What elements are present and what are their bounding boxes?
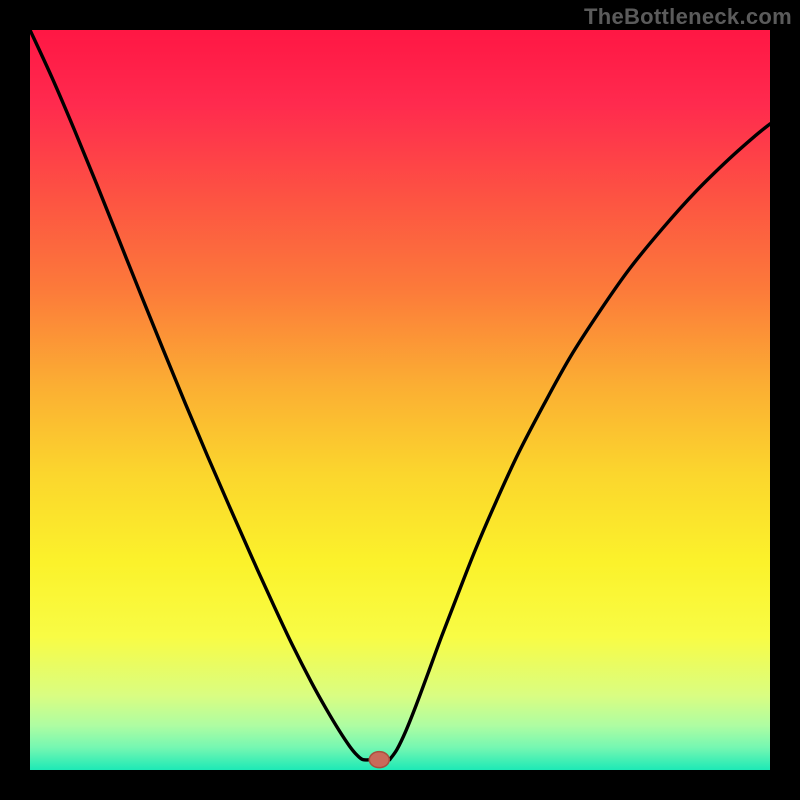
chart-svg [0,0,800,800]
watermark-label: TheBottleneck.com [584,4,792,30]
bottleneck-chart: TheBottleneck.com [0,0,800,800]
gradient-plot-area [30,30,770,770]
valley-marker [369,752,389,768]
